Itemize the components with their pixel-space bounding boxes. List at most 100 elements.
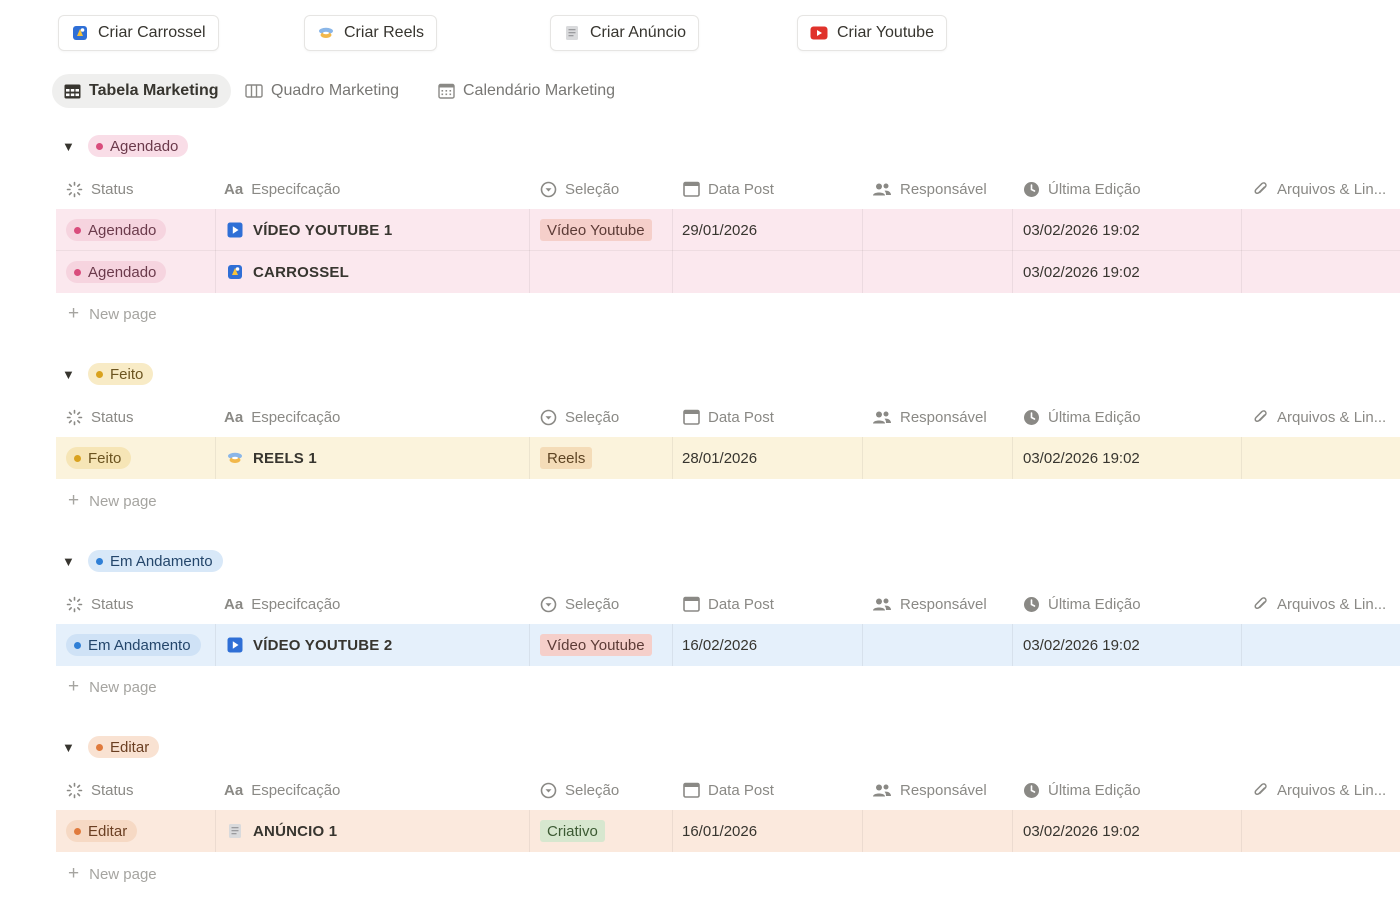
column-data-post[interactable]: Data Post (683, 169, 774, 209)
column-status[interactable]: Status (66, 169, 134, 209)
data-post-cell[interactable]: 16/02/2026 (673, 624, 863, 666)
column-status[interactable]: Status (66, 397, 134, 437)
column-status[interactable]: Status (66, 770, 134, 810)
status-pill[interactable]: Agendado (66, 261, 167, 283)
table-row[interactable]: Agendado VÍDEO YOUTUBE 1 Vídeo Youtube 2… (56, 209, 1400, 251)
column-selecao[interactable]: Seleção (540, 770, 619, 810)
column-especificacao[interactable]: Aa Especifcação (224, 595, 341, 613)
calendar-icon (438, 83, 455, 99)
toggle-triangle-icon[interactable]: ▼ (62, 553, 75, 569)
criar-youtube-button[interactable]: Criar Youtube (797, 15, 947, 51)
name-cell[interactable]: CARROSSEL (216, 251, 530, 293)
new-page-button[interactable]: + New page (68, 863, 157, 884)
toggle-triangle-icon[interactable]: ▼ (62, 366, 75, 382)
column-arquivos[interactable]: Arquivos & Lin... (1252, 397, 1386, 437)
column-ultima-edicao[interactable]: Última Edição (1023, 397, 1141, 437)
selecao-cell[interactable] (530, 251, 673, 293)
status-cell[interactable]: Agendado (56, 209, 216, 251)
criar-anuncio-label: Criar Anúncio (590, 24, 687, 41)
arquivos-cell[interactable] (1242, 209, 1400, 251)
selecao-tag: Criativo (540, 820, 605, 842)
responsavel-cell[interactable] (863, 437, 1013, 479)
column-data-post[interactable]: Data Post (683, 770, 774, 810)
status-pill[interactable]: Em Andamento (66, 634, 201, 656)
paperclip-icon (1252, 596, 1269, 613)
responsavel-cell[interactable] (863, 251, 1013, 293)
column-header-row: Status Aa Especifcação Seleção Data Post… (56, 169, 1400, 209)
status-pill[interactable]: Editar (66, 820, 138, 842)
table-row[interactable]: Editar ANÚNCIO 1 Criativo 16/01/2026 03/… (56, 810, 1400, 852)
table-row[interactable]: Agendado CARROSSEL 03/02/2026 19:02 (56, 251, 1400, 293)
column-arquivos[interactable]: Arquivos & Lin... (1252, 169, 1386, 209)
column-responsavel[interactable]: Responsável (872, 584, 987, 624)
tab-quadro-marketing[interactable]: Quadro Marketing (233, 74, 411, 108)
status-cell[interactable]: Feito (56, 437, 216, 479)
criar-anuncio-button[interactable]: Criar Anúncio (550, 15, 700, 51)
calendar-icon (683, 181, 700, 197)
status-pill[interactable]: Agendado (66, 219, 167, 241)
arquivos-cell[interactable] (1242, 624, 1400, 666)
status-pill[interactable]: Editar (88, 736, 160, 758)
status-pill[interactable]: Em Andamento (88, 550, 223, 572)
selecao-cell[interactable]: Vídeo Youtube (530, 624, 673, 666)
column-responsavel[interactable]: Responsável (872, 397, 987, 437)
calendar-icon (683, 409, 700, 425)
clock-icon (1023, 409, 1040, 426)
responsavel-cell[interactable] (863, 624, 1013, 666)
group-header-feito: ▼ Feito (62, 361, 154, 387)
column-responsavel[interactable]: Responsável (872, 770, 987, 810)
status-cell[interactable]: Editar (56, 810, 216, 852)
column-especificacao[interactable]: Aa Especifcação (224, 408, 341, 426)
column-ultima-edicao[interactable]: Última Edição (1023, 770, 1141, 810)
column-ultima-edicao[interactable]: Última Edição (1023, 584, 1141, 624)
name-cell[interactable]: ANÚNCIO 1 (216, 810, 530, 852)
selecao-cell[interactable]: Reels (530, 437, 673, 479)
new-page-button[interactable]: + New page (68, 676, 157, 697)
criar-carrossel-button[interactable]: Criar Carrossel (58, 15, 219, 51)
data-post-cell[interactable]: 29/01/2026 (673, 209, 863, 251)
status-pill[interactable]: Agendado (88, 135, 189, 157)
toggle-triangle-icon[interactable]: ▼ (62, 739, 75, 755)
column-arquivos[interactable]: Arquivos & Lin... (1252, 584, 1386, 624)
toggle-triangle-icon[interactable]: ▼ (62, 138, 75, 154)
column-arquivos[interactable]: Arquivos & Lin... (1252, 770, 1386, 810)
criar-reels-button[interactable]: Criar Reels (304, 15, 438, 51)
column-data-post[interactable]: Data Post (683, 584, 774, 624)
responsavel-cell[interactable] (863, 810, 1013, 852)
arquivos-cell[interactable] (1242, 810, 1400, 852)
status-pill[interactable]: Feito (66, 447, 132, 469)
column-especificacao[interactable]: Aa Especifcação (224, 180, 341, 198)
name-cell[interactable]: VÍDEO YOUTUBE 2 (216, 624, 530, 666)
column-responsavel[interactable]: Responsável (872, 169, 987, 209)
data-post-cell[interactable]: 16/01/2026 (673, 810, 863, 852)
responsavel-cell[interactable] (863, 209, 1013, 251)
table-row[interactable]: Em Andamento VÍDEO YOUTUBE 2 Vídeo Youtu… (56, 624, 1400, 666)
tab-calendario-marketing[interactable]: Calendário Marketing (426, 74, 627, 108)
column-data-post[interactable]: Data Post (683, 397, 774, 437)
table-row[interactable]: Feito REELS 1 Reels 28/01/2026 03/02/202… (56, 437, 1400, 479)
name-cell[interactable]: VÍDEO YOUTUBE 1 (216, 209, 530, 251)
column-selecao[interactable]: Seleção (540, 584, 619, 624)
column-selecao[interactable]: Seleção (540, 397, 619, 437)
arquivos-cell[interactable] (1242, 251, 1400, 293)
column-status[interactable]: Status (66, 584, 134, 624)
people-icon (872, 182, 892, 197)
selecao-cell[interactable]: Vídeo Youtube (530, 209, 673, 251)
column-selecao[interactable]: Seleção (540, 169, 619, 209)
criar-reels-label: Criar Reels (344, 24, 425, 41)
arquivos-cell[interactable] (1242, 437, 1400, 479)
data-post-cell[interactable]: 28/01/2026 (673, 437, 863, 479)
new-page-button[interactable]: + New page (68, 303, 157, 324)
name-cell[interactable]: REELS 1 (216, 437, 530, 479)
new-page-button[interactable]: + New page (68, 490, 157, 511)
status-pill[interactable]: Feito (88, 363, 154, 385)
tab-tabela-marketing[interactable]: Tabela Marketing (52, 74, 231, 108)
paperclip-icon (1252, 181, 1269, 198)
data-post-cell[interactable] (673, 251, 863, 293)
column-especificacao[interactable]: Aa Especifcação (224, 781, 341, 799)
selecao-cell[interactable]: Criativo (530, 810, 673, 852)
status-cell[interactable]: Agendado (56, 251, 216, 293)
column-ultima-edicao[interactable]: Última Edição (1023, 169, 1141, 209)
status-cell[interactable]: Em Andamento (56, 624, 216, 666)
status-spinner-icon (66, 409, 83, 426)
